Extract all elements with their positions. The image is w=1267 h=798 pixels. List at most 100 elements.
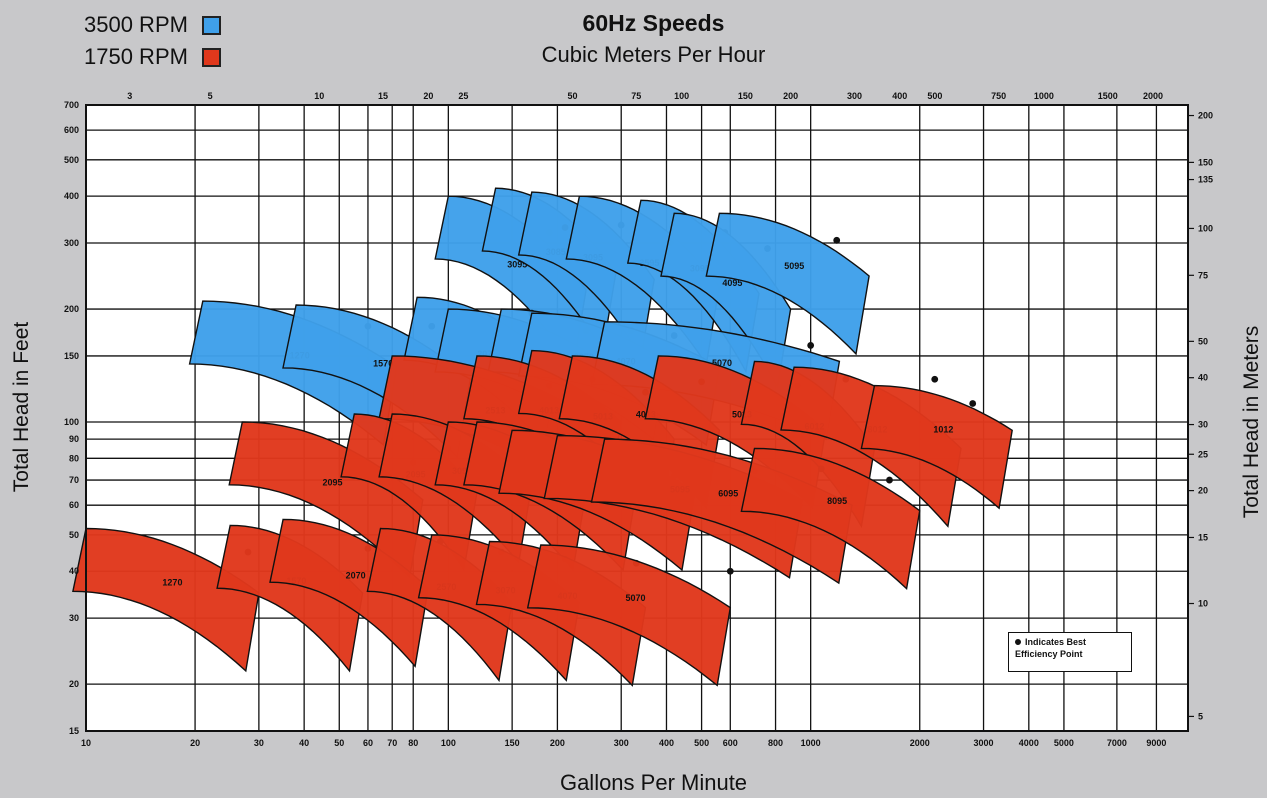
x2-tick-label: 1000 (1034, 91, 1054, 101)
y-tick-label: 30 (69, 613, 79, 623)
x-tick-label: 2000 (910, 738, 930, 748)
series-1750rpm-model-label: 2095 (323, 477, 343, 487)
x2-tick-label: 5 (208, 91, 213, 101)
x-tick-label: 70 (387, 738, 397, 748)
x-tick-label: 30 (254, 738, 264, 748)
bep-dot-icon (1015, 639, 1021, 645)
series-1750rpm-region (72, 527, 260, 673)
series-1750rpm-bep-point (969, 400, 977, 407)
x2-tick-label: 3 (127, 91, 132, 101)
x-tick-label: 10 (81, 738, 91, 748)
plot-border (85, 104, 1189, 732)
y2-tick-label: 100 (1198, 223, 1213, 233)
curves-group: 3095308530953595309540955095127015702070… (72, 187, 1013, 687)
x2-tick-label: 1500 (1098, 91, 1118, 101)
y2-tick-label: 15 (1198, 532, 1208, 542)
y2-tick-label: 10 (1198, 599, 1208, 609)
y2-tick-label: 75 (1198, 270, 1208, 280)
x2-tick-label: 25 (458, 91, 468, 101)
x-tick-label: 40 (299, 738, 309, 748)
legend-label-1750: 1750 RPM (84, 44, 188, 69)
series-1750rpm-model-label: 5070 (626, 593, 646, 603)
y-tick-label: 300 (64, 238, 79, 248)
legend-swatch-1750 (201, 47, 221, 67)
series-1750rpm-bep-point (726, 567, 734, 575)
y2-tick-label: 20 (1198, 486, 1208, 496)
series-1750rpm-region (526, 544, 732, 687)
chart-subtitle: Cubic Meters Per Hour (541, 42, 766, 67)
series-3500rpm-model-label: 5095 (784, 261, 804, 271)
series-3500rpm-model-label: 5070 (712, 358, 732, 368)
chart-title: 60Hz Speeds (582, 10, 725, 36)
x-tick-label: 800 (768, 738, 783, 748)
x2-tick-label: 500 (927, 91, 942, 101)
legend-1750: 1750 RPM (84, 44, 221, 70)
y-tick-label: 20 (69, 679, 79, 689)
x2-tick-label: 15 (378, 91, 388, 101)
y-tick-label: 80 (69, 453, 79, 463)
series-3500rpm-bep-point (807, 342, 815, 349)
series-1750rpm-model-label: 8095 (827, 496, 847, 506)
x2-tick-label: 50 (568, 91, 578, 101)
series-1750rpm-model-label: 1270 (162, 577, 182, 587)
series-1750rpm-model-label: 6095 (718, 489, 738, 499)
y2-tick-label: 40 (1198, 373, 1208, 383)
series-3500rpm-bep-point (833, 236, 841, 244)
x-tick-label: 5000 (1054, 738, 1074, 748)
legend-3500: 3500 RPM (84, 12, 221, 38)
x2-tick-label: 400 (892, 91, 907, 101)
x-axis-label: Gallons Per Minute (559, 770, 748, 795)
x-tick-label: 3000 (974, 738, 994, 748)
y-tick-label: 50 (69, 530, 79, 540)
x2-tick-label: 20 (423, 91, 433, 101)
y2-tick-label: 150 (1198, 157, 1213, 167)
y-tick-label: 90 (69, 434, 79, 444)
y-tick-label: 40 (69, 566, 79, 576)
y2-tick-label: 200 (1198, 111, 1213, 121)
x-tick-label: 60 (363, 738, 373, 748)
x2-tick-label: 100 (674, 91, 689, 101)
x2-tick-label: 10 (314, 91, 324, 101)
x-tick-label: 400 (659, 738, 674, 748)
y2-tick-label: 50 (1198, 336, 1208, 346)
x2-tick-label: 2000 (1143, 91, 1163, 101)
series-3500rpm-region (705, 212, 870, 356)
y-tick-label: 400 (64, 191, 79, 201)
y-tick-label: 60 (69, 500, 79, 510)
series-1750rpm-bep-point (931, 375, 939, 383)
x-tick-label: 1000 (801, 738, 821, 748)
y-tick-label: 700 (64, 100, 79, 110)
x-tick-label: 600 (723, 738, 738, 748)
x-tick-label: 4000 (1019, 738, 1039, 748)
x2-tick-label: 200 (783, 91, 798, 101)
series-3500rpm-model-label: 3095 (507, 260, 527, 270)
x-tick-label: 9000 (1146, 738, 1166, 748)
bep-note-text: Indicates Best Efficiency Point (1015, 637, 1087, 659)
series-3500rpm-model-label: 4095 (722, 278, 742, 288)
x-tick-label: 300 (614, 738, 629, 748)
x-tick-label: 20 (190, 738, 200, 748)
x-tick-label: 500 (694, 738, 709, 748)
series-3500rpm-model-label: 1570 (373, 359, 393, 369)
series-1750rpm-model-label: 5013 (732, 410, 752, 420)
y2-tick-label: 135 (1198, 175, 1213, 185)
y-tick-label: 150 (64, 351, 79, 361)
y-tick-label: 200 (64, 304, 79, 314)
legend-swatch-3500 (201, 15, 221, 35)
x-tick-label: 50 (334, 738, 344, 748)
x-tick-label: 7000 (1107, 738, 1127, 748)
y-tick-label: 600 (64, 125, 79, 135)
series-1750rpm-region (366, 527, 513, 683)
legend-label-3500: 3500 RPM (84, 12, 188, 37)
y-tick-label: 15 (69, 726, 79, 736)
y2-tick-label: 25 (1198, 449, 1208, 459)
x2-tick-label: 750 (991, 91, 1006, 101)
series-1750rpm-region (740, 447, 921, 590)
x2-tick-label: 75 (631, 91, 641, 101)
y-tick-label: 70 (69, 475, 79, 485)
x2-tick-label: 300 (847, 91, 862, 101)
series-1750rpm-model-label: 2070 (346, 570, 366, 580)
y-tick-label: 100 (64, 417, 79, 427)
